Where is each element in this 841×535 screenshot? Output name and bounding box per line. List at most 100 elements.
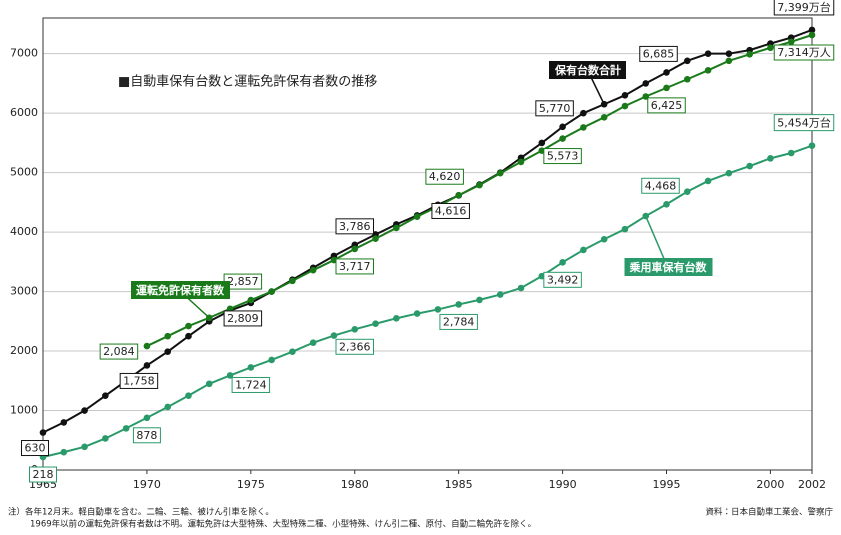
x-tick-label: 1985 [445, 478, 473, 491]
value-label: 2,857 [227, 275, 259, 288]
label-box [639, 45, 678, 62]
data-point [559, 123, 566, 131]
label-box [773, 44, 835, 61]
data-point [580, 246, 587, 254]
data-point [621, 102, 629, 110]
value-label: 2,084 [103, 345, 135, 358]
data-point [496, 291, 504, 298]
value-label-group: 2,809 [223, 310, 263, 327]
value-label: 3,717 [339, 260, 371, 273]
data-point [683, 75, 691, 83]
value-label-group: 3,717 [335, 258, 375, 275]
note: 1969年以前の運転免許保有者数は不明。運転免許は大型特殊、大型特殊二種、小型特… [30, 519, 536, 530]
data-point [559, 135, 566, 142]
data-point [621, 92, 629, 99]
data-point [476, 181, 483, 189]
value-label-group: 2,784 [439, 313, 478, 330]
value-label-group: 218 [29, 466, 57, 483]
data-point [372, 320, 379, 327]
legend-box [549, 61, 626, 79]
value-label: 4,616 [435, 204, 467, 217]
data-point [725, 50, 733, 57]
data-point [372, 235, 379, 242]
data-point [683, 57, 691, 65]
value-label: 2,809 [227, 312, 259, 325]
data-point [600, 114, 608, 121]
label-box [335, 338, 375, 355]
plot-frame [42, 17, 813, 471]
value-label-group: 3,492 [543, 271, 582, 288]
data-point [496, 169, 504, 177]
data-point [704, 50, 712, 57]
value-label-group: 3,786 [335, 218, 375, 235]
value-label-group: 7,399万台 [773, 0, 835, 16]
label-box [223, 310, 263, 327]
data-point [683, 188, 691, 195]
label-box [29, 466, 57, 483]
data-point [268, 356, 275, 364]
data-point [351, 245, 359, 253]
data-point [393, 315, 400, 322]
data-point [746, 50, 753, 58]
data-point [600, 235, 608, 243]
value-label: 878 [136, 429, 157, 442]
data-point [621, 225, 629, 233]
label-box [119, 372, 159, 389]
value-label-group: 6,425 [647, 97, 686, 114]
series-line [42, 29, 813, 434]
value-label-group: 1,758 [119, 372, 159, 389]
label-box [773, 114, 835, 132]
value-label: 6,425 [651, 99, 683, 112]
data-point [122, 425, 130, 432]
x-tick-label: 2000 [756, 478, 784, 491]
data-point [330, 332, 338, 339]
data-point [351, 325, 359, 333]
data-point [81, 407, 88, 414]
data-point [413, 213, 421, 220]
data-point [663, 200, 670, 208]
data-point [268, 288, 275, 295]
label-box [425, 168, 464, 185]
data-point [663, 69, 670, 76]
source: 資料：日本自動車工業会、警察庁 [705, 507, 833, 518]
x-tick-label: 2002 [798, 478, 826, 491]
legend-label: 運転免許保有者数 [136, 283, 225, 297]
label-box [543, 148, 582, 165]
data-point [725, 169, 733, 177]
data-point [185, 392, 192, 399]
label-box [647, 97, 686, 114]
value-label: 7,399万台 [777, 0, 831, 14]
data-point [102, 392, 109, 399]
y-tick-label: 5000 [10, 166, 38, 179]
label-box [99, 343, 139, 360]
value-label: 2,784 [443, 315, 475, 328]
data-point [60, 419, 68, 426]
data-point [663, 84, 670, 92]
data-point [808, 142, 816, 149]
data-point [309, 339, 317, 347]
x-tick-label: 1975 [237, 478, 265, 491]
value-label-group: 878 [132, 427, 161, 444]
label-box [535, 100, 574, 117]
data-point [642, 80, 650, 87]
y-tick-label: 6000 [10, 106, 38, 119]
data-point [102, 435, 109, 442]
value-label: 3,492 [547, 273, 579, 286]
y-tick-label: 3000 [10, 285, 38, 298]
data-point [143, 362, 151, 369]
label-box [231, 376, 271, 393]
value-label: 2,366 [339, 340, 371, 353]
value-label: 1,724 [235, 378, 267, 391]
value-label: 4,468 [645, 179, 677, 192]
y-tick-label: 4000 [10, 225, 38, 238]
value-label-group: 6,685 [639, 45, 678, 62]
value-label-group: 5,454万台 [773, 114, 835, 132]
data-point [808, 26, 816, 34]
data-point [746, 162, 753, 170]
data-point [185, 332, 192, 340]
value-label-group: 1,724 [231, 376, 271, 393]
legend-label: 乗用車保有台数 [630, 260, 708, 274]
value-label-group: 2,857 [223, 273, 263, 290]
chart-title: ■自動車保有台数と運転免許保有者数の推移 [118, 74, 377, 90]
